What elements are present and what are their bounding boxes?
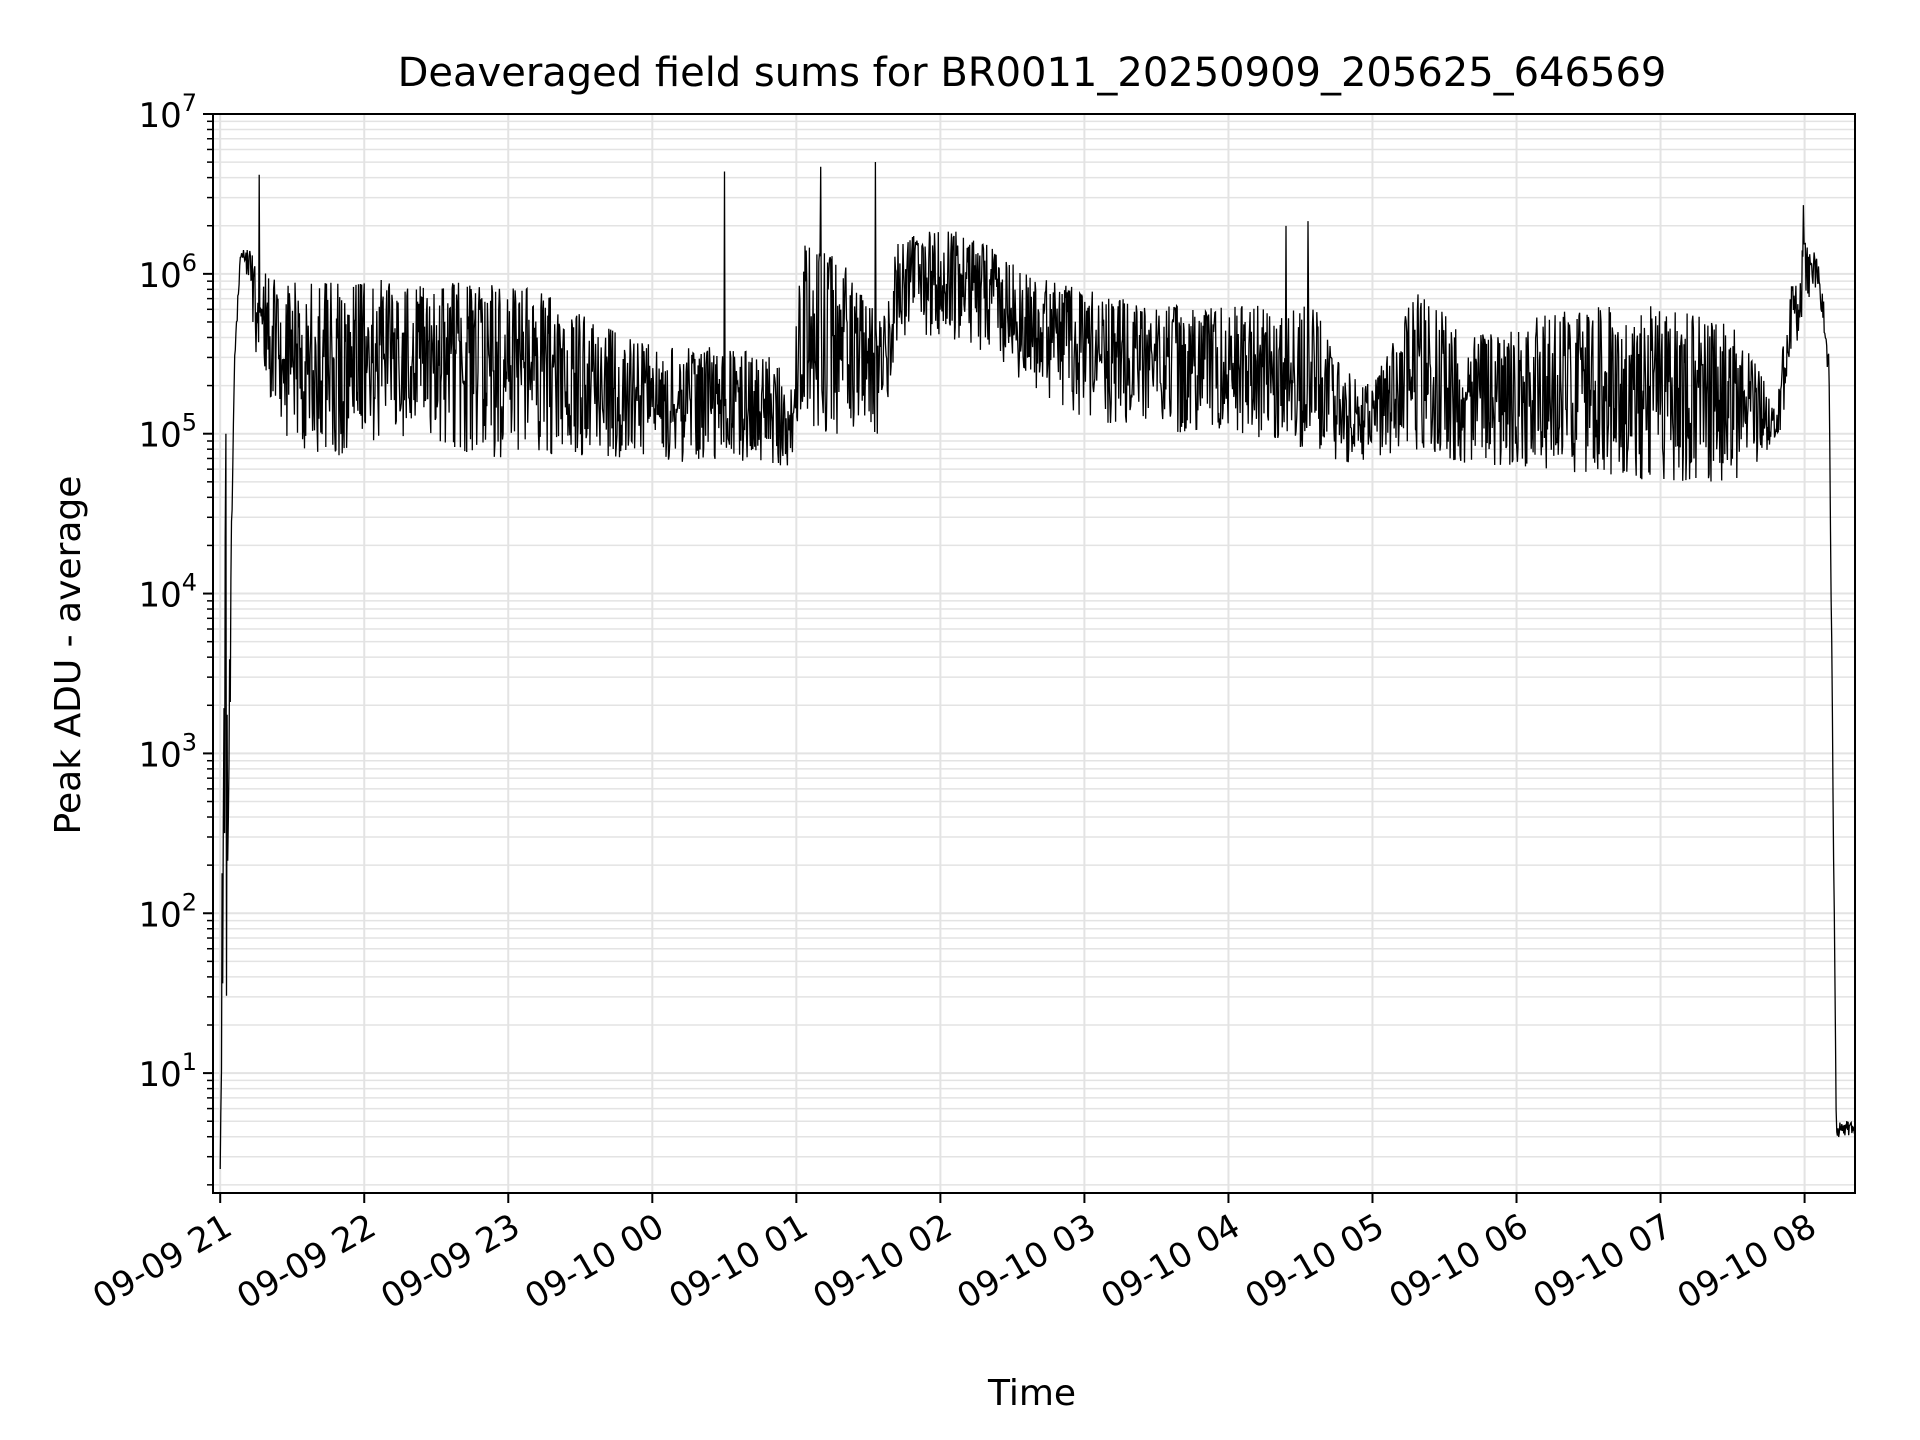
x-axis-label: Time	[987, 1373, 1076, 1414]
data-series	[219, 161, 1856, 1170]
x-tick-label: 09-10 08	[1671, 1206, 1823, 1317]
x-tick-label: 09-10 02	[806, 1206, 958, 1317]
x-tick-label: 09-10 01	[662, 1206, 814, 1317]
x-tick-label: 09-10 00	[518, 1206, 670, 1317]
grid	[213, 113, 1855, 1193]
y-tick-label: 101	[138, 1048, 197, 1095]
y-axis-label: Peak ADU - average	[48, 476, 89, 835]
x-tick-label: 09-09 22	[230, 1206, 382, 1317]
x-tick-label: 09-09 23	[374, 1206, 526, 1317]
y-tick-label: 105	[138, 409, 197, 456]
x-tick-label: 09-10 03	[951, 1206, 1103, 1317]
series-line	[219, 161, 1856, 1170]
y-tick-label: 102	[138, 888, 197, 935]
x-tick-label: 09-10 07	[1527, 1206, 1679, 1317]
y-tick-label: 107	[138, 89, 197, 136]
y-tick-label: 106	[138, 249, 197, 296]
x-tick-label: 09-10 04	[1095, 1206, 1247, 1317]
y-tick-label: 104	[138, 569, 197, 616]
plot-frame	[212, 113, 1856, 1194]
x-tick-label: 09-10 06	[1383, 1206, 1535, 1317]
chart-title: Deaveraged field sums for BR0011_2025090…	[398, 50, 1667, 96]
x-tick-label: 09-09 21	[86, 1206, 238, 1317]
y-tick-label: 103	[138, 728, 197, 775]
x-tick-label: 09-10 05	[1239, 1206, 1391, 1317]
